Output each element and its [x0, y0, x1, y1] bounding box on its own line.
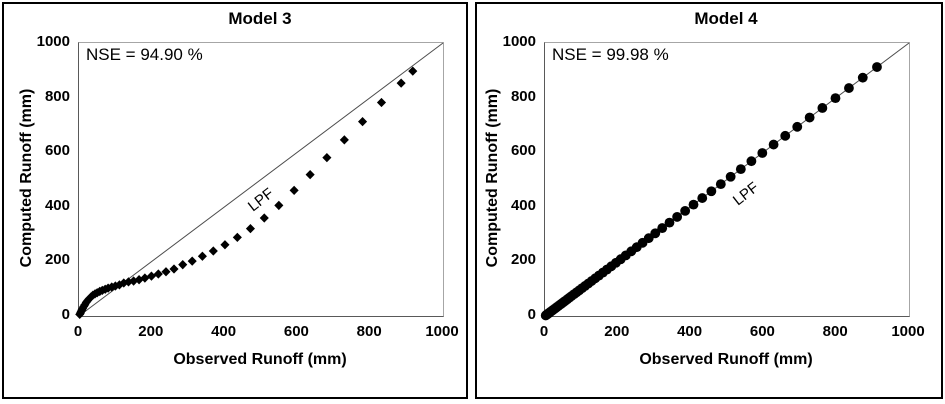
- y-tick-label: 400: [510, 196, 536, 214]
- data-point: [650, 228, 661, 239]
- panel-model-4: Model 4 Computed Runoff (mm) NSE = 99.98…: [475, 2, 943, 399]
- data-series-diamonds: [75, 66, 418, 320]
- x-axis-title: Observed Runoff (mm): [173, 351, 347, 368]
- data-point: [664, 217, 675, 228]
- data-point: [780, 130, 791, 141]
- data-point: [830, 93, 841, 104]
- y-tick-label: 0: [61, 306, 70, 323]
- x-tick-label: 600: [283, 323, 309, 340]
- x-tick-label: 400: [677, 323, 703, 340]
- data-point: [688, 199, 699, 210]
- panel-model-3: Model 3 Computed Runoff (mm) NSE = 94.90…: [2, 2, 468, 399]
- data-series-circles: [540, 62, 882, 321]
- data-point: [725, 171, 736, 182]
- chart-title: Model 3: [228, 9, 292, 28]
- x-tick-label: 0: [73, 323, 83, 340]
- y-tick-label: 1000: [502, 33, 536, 50]
- data-point: [768, 139, 779, 150]
- x-axis-title: Observed Runoff (mm): [639, 351, 813, 368]
- data-point: [672, 211, 683, 222]
- y-axis-title: Computed Runoff (mm): [484, 88, 501, 268]
- y-tick-label: 0: [527, 306, 536, 323]
- data-point: [735, 164, 746, 175]
- y-tick-label: 800: [510, 87, 536, 105]
- data-point: [680, 205, 691, 216]
- data-point: [715, 179, 726, 190]
- nse-annotation: NSE = 94.90 %: [86, 45, 203, 64]
- data-point: [792, 121, 803, 132]
- data-point: [804, 112, 815, 123]
- plot-area: NSE = 99.98 % LPF: [540, 42, 910, 321]
- x-tick-label: 800: [822, 323, 848, 340]
- nse-annotation: NSE = 99.98 %: [552, 45, 669, 64]
- identity-line: [79, 43, 443, 316]
- y-tick-label: 600: [510, 142, 536, 160]
- y-tick-label: 200: [44, 251, 70, 269]
- data-point: [746, 156, 757, 167]
- y-axis-title: Computed Runoff (mm): [18, 88, 35, 268]
- y-tick-label: 400: [44, 196, 70, 214]
- y-tick-label: 800: [44, 87, 70, 105]
- y-tick-label: 200: [510, 251, 536, 269]
- x-tick-label: 1000: [425, 323, 459, 340]
- data-point: [872, 62, 882, 72]
- x-tick-label: 800: [356, 323, 382, 340]
- data-point: [844, 83, 854, 93]
- data-point: [757, 148, 768, 158]
- y-tick-label: 600: [44, 142, 70, 160]
- data-point: [706, 186, 717, 197]
- chart-title: Model 4: [694, 9, 758, 28]
- data-point: [657, 223, 668, 234]
- y-tick-label: 1000: [36, 33, 70, 50]
- x-tick-label: 1000: [891, 323, 925, 340]
- data-point: [857, 72, 868, 83]
- x-tick-label: 400: [211, 323, 237, 340]
- x-tick-label: 200: [604, 323, 630, 340]
- data-point: [697, 193, 708, 203]
- x-tick-label: 600: [749, 323, 775, 340]
- scatter-chart: [75, 43, 443, 320]
- plot-area: NSE = 94.90 % LPF: [75, 42, 444, 320]
- x-tick-label: 200: [138, 323, 164, 340]
- scatter-chart: [540, 43, 909, 321]
- data-point: [817, 103, 828, 113]
- x-tick-label: 0: [539, 323, 549, 340]
